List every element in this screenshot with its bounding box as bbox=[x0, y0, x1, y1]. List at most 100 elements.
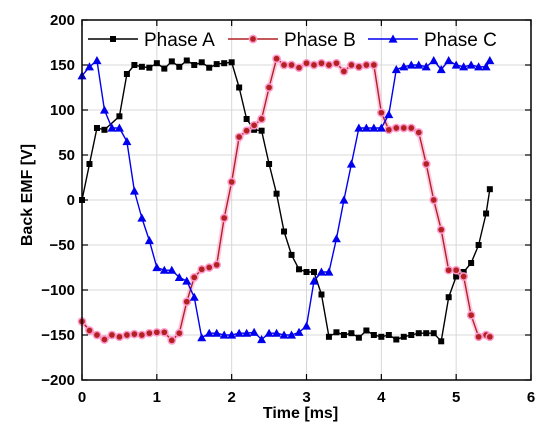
phase-a-legend-label: Phase A bbox=[144, 30, 215, 51]
phase-a-point bbox=[348, 330, 355, 337]
phase-c-point bbox=[167, 265, 177, 274]
phase-b-point bbox=[391, 123, 401, 133]
phase-b-point bbox=[459, 272, 468, 281]
phase-a-point bbox=[303, 269, 310, 275]
phase-b-point bbox=[122, 330, 132, 340]
phase-a-point bbox=[131, 62, 138, 68]
phase-c-point bbox=[84, 62, 94, 71]
phase-c-point bbox=[429, 56, 439, 65]
phase-a-point bbox=[243, 116, 250, 122]
phase-a-point bbox=[475, 242, 482, 248]
phase-c-point bbox=[466, 60, 476, 69]
phase-b-point bbox=[189, 273, 199, 282]
phase-a-point bbox=[221, 60, 228, 67]
x-tick-label: 5 bbox=[452, 389, 460, 406]
phase-b-point bbox=[444, 265, 454, 275]
y-tick-label: −200 bbox=[41, 372, 75, 389]
x-tick-label: 1 bbox=[153, 389, 161, 406]
phase-b-point bbox=[332, 58, 341, 68]
phase-a-point bbox=[468, 260, 475, 266]
phase-b-point bbox=[204, 263, 214, 272]
phase-b-point bbox=[429, 195, 439, 205]
phase-a-point bbox=[93, 125, 100, 131]
phase-a-point bbox=[415, 330, 422, 337]
y-tick-label: −50 bbox=[50, 237, 75, 254]
phase-b-point bbox=[152, 327, 162, 337]
phase-b-point bbox=[159, 327, 169, 337]
y-tick-label: 0 bbox=[67, 192, 75, 209]
phase-b-point bbox=[85, 326, 94, 335]
x-tick-label: 3 bbox=[302, 389, 310, 406]
phase-c-point bbox=[444, 56, 454, 65]
phase-c-legend-label: Phase C bbox=[424, 30, 497, 51]
phase-a-point bbox=[146, 64, 153, 71]
phase-c-point bbox=[189, 292, 199, 301]
phase-b-point bbox=[137, 330, 147, 340]
phase-b-point bbox=[287, 60, 296, 70]
phase-b-point bbox=[115, 332, 124, 342]
phase-c-point bbox=[451, 60, 461, 69]
phase-c-point bbox=[242, 328, 252, 337]
phase-a-point bbox=[355, 334, 362, 341]
y-axis-title: Back EMF [V] bbox=[19, 144, 36, 246]
phase-a-point bbox=[423, 330, 430, 337]
phase-b-point bbox=[227, 177, 237, 187]
phase-c-point bbox=[384, 110, 394, 119]
phase-c-point bbox=[354, 123, 364, 132]
phase-a-point bbox=[168, 58, 175, 65]
phase-a-line bbox=[81, 59, 491, 342]
phase-a-point bbox=[310, 269, 317, 275]
phase-a-point bbox=[340, 332, 347, 338]
x-tick-label: 4 bbox=[377, 389, 386, 406]
phase-c-point bbox=[152, 263, 162, 272]
phase-b-point bbox=[474, 332, 483, 342]
phase-c-point bbox=[234, 328, 244, 337]
phase-b-point bbox=[272, 54, 281, 64]
phase-a-point bbox=[258, 127, 265, 134]
phase-c-point bbox=[459, 62, 469, 71]
phase-c-point bbox=[391, 65, 401, 74]
y-tick-label: 100 bbox=[50, 102, 75, 119]
phase-b-point bbox=[249, 120, 259, 130]
phase-b-point bbox=[302, 58, 311, 68]
phase-b-point bbox=[485, 332, 495, 342]
series-layer bbox=[77, 54, 495, 345]
phase-a-point bbox=[483, 210, 490, 217]
phase-b-point bbox=[354, 62, 364, 72]
phase-c-point bbox=[264, 328, 274, 337]
phase-b-point bbox=[174, 328, 184, 338]
phase-b-point bbox=[421, 159, 431, 169]
phase-a-point bbox=[296, 266, 303, 273]
phase-b-point bbox=[197, 264, 207, 274]
phase-c-point bbox=[204, 328, 214, 337]
phase-c-point bbox=[369, 123, 379, 132]
phase-a-point bbox=[183, 57, 190, 64]
y-tick-label: −100 bbox=[41, 282, 75, 299]
x-tick-label: 0 bbox=[78, 389, 86, 406]
phase-a-point bbox=[363, 327, 370, 334]
phase-a-point bbox=[153, 60, 160, 67]
phase-a-point bbox=[206, 64, 213, 71]
phase-c-point bbox=[144, 236, 154, 245]
ticks-layer: 0 1 2 3 4 5 6 −200 −150 −100 −50 0 50 100 150 200 bbox=[41, 12, 535, 406]
phase-a-point bbox=[281, 228, 288, 235]
phase-a-point bbox=[438, 338, 445, 345]
phase-a-point bbox=[453, 273, 460, 280]
phase-c-point bbox=[399, 62, 409, 71]
phase-a-point bbox=[273, 190, 280, 197]
phase-a-point bbox=[288, 251, 295, 258]
phase-c-point bbox=[212, 328, 222, 337]
phase-b-point bbox=[324, 60, 334, 70]
phase-a-point bbox=[325, 333, 332, 340]
phase-b-point bbox=[317, 58, 326, 68]
phase-c-point bbox=[159, 265, 169, 274]
phase-b-point bbox=[92, 330, 102, 340]
phase-b-point bbox=[234, 132, 244, 142]
phase-b-point bbox=[242, 126, 251, 136]
phase-a-point bbox=[460, 269, 467, 275]
y-tick-label: 200 bbox=[50, 12, 75, 29]
phase-c-point bbox=[182, 276, 192, 285]
phase-c-point bbox=[174, 272, 184, 281]
phase-c-point bbox=[414, 60, 424, 69]
